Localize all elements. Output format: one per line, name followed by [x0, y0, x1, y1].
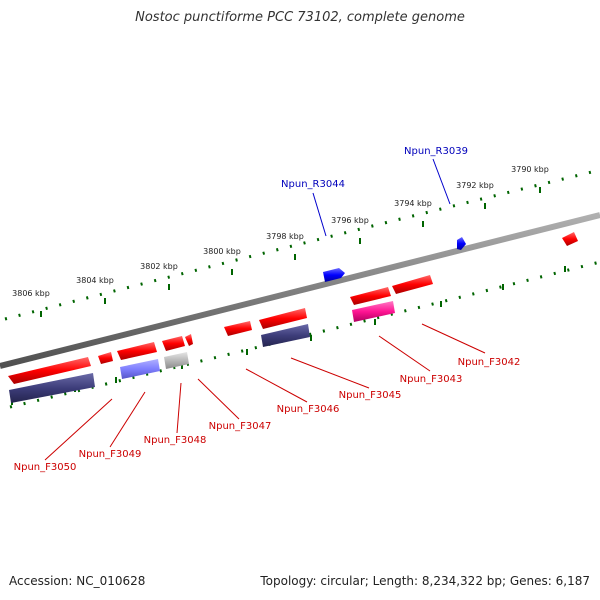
gene-feature[interactable] — [185, 334, 193, 346]
accession-label: Accession: NC_010628 — [9, 574, 146, 588]
feature-grey[interactable] — [164, 352, 189, 369]
gene-label-npun-f3045[interactable]: Npun_F3045 — [339, 390, 402, 401]
gene-npun-r3039[interactable] — [457, 237, 466, 250]
gene-label-npun-f3042[interactable]: Npun_F3042 — [458, 357, 521, 368]
gene-label-npun-f3049[interactable]: Npun_F3049 — [79, 449, 142, 460]
feature-dark[interactable] — [9, 373, 95, 403]
gene-feature[interactable] — [162, 336, 185, 351]
scale-tick-label: 3802 kbp — [140, 262, 178, 271]
gene-feature[interactable] — [98, 352, 113, 364]
scale-tick-label: 3800 kbp — [203, 247, 241, 256]
page-title: Nostoc punctiforme PCC 73102, complete g… — [135, 10, 465, 25]
gene-feature[interactable] — [350, 287, 391, 305]
scale-tick-label: 3806 kbp — [12, 289, 50, 298]
gene-feature[interactable] — [117, 342, 157, 360]
forward-genes — [8, 232, 578, 384]
feature-light[interactable] — [120, 359, 160, 379]
genome-summary: Topology: circular; Length: 8,234,322 bp… — [260, 574, 590, 588]
gene-label-npun-f3043[interactable]: Npun_F3043 — [400, 374, 463, 385]
gene-label-npun-f3050[interactable]: Npun_F3050 — [14, 462, 77, 473]
genome-backbone — [0, 212, 600, 369]
inner-features — [9, 301, 395, 403]
scale-tick-label: 3792 kbp — [456, 181, 494, 190]
gene-feature[interactable] — [224, 321, 252, 336]
reverse-leaders — [312, 158, 451, 237]
feature-labels: Npun_R3039 Npun_R3044 Npun_F3042 Npun_F3043… — [14, 146, 521, 473]
gene-feature[interactable] — [8, 357, 91, 384]
scale-tick-label: 3790 kbp — [511, 165, 549, 174]
feature-pink[interactable] — [352, 301, 395, 322]
scale-tick-label: 3796 kbp — [331, 216, 369, 225]
gene-label-npun-r3044[interactable]: Npun_R3044 — [281, 179, 345, 190]
scale-tick-label: 3798 kbp — [266, 232, 304, 241]
scale-ticks: 3790 kbp 3792 kbp 3794 kbp 3796 kbp 3798 kbp… — [11, 165, 566, 405]
gene-feature[interactable] — [392, 275, 433, 294]
gene-label-npun-f3048[interactable]: Npun_F3048 — [144, 435, 207, 446]
scale-tick-label: 3794 kbp — [394, 199, 432, 208]
feature-dark[interactable] — [261, 324, 310, 347]
gene-npun-r3044[interactable] — [323, 268, 345, 282]
forward-leaders — [44, 323, 486, 461]
gene-feature[interactable] — [562, 232, 578, 246]
outer-scale-track — [4, 168, 600, 321]
gene-feature[interactable] — [259, 308, 307, 329]
reverse-genes — [323, 237, 466, 282]
gene-label-npun-f3046[interactable]: Npun_F3046 — [277, 404, 340, 415]
scale-tick-label: 3804 kbp — [76, 276, 114, 285]
gene-label-npun-f3047[interactable]: Npun_F3047 — [209, 421, 272, 432]
gene-label-npun-r3039[interactable]: Npun_R3039 — [404, 146, 468, 157]
